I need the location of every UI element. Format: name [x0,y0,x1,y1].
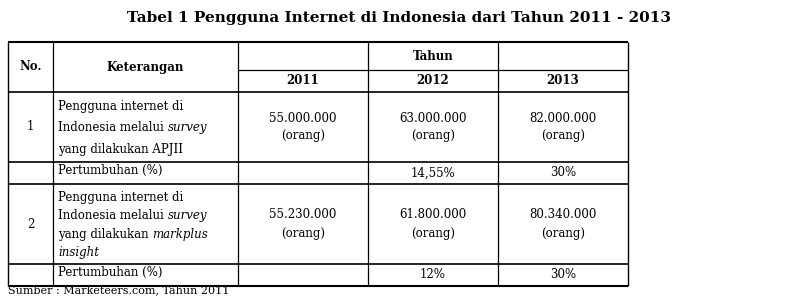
Text: Pertumbuhan (%): Pertumbuhan (%) [58,266,163,279]
Text: insight: insight [58,247,99,259]
Text: yang dilakukan: yang dilakukan [58,228,152,241]
Text: Sumber : Marketeers.com, Tahun 2011: Sumber : Marketeers.com, Tahun 2011 [8,285,229,295]
Text: 82.000.000
(orang): 82.000.000 (orang) [529,112,597,143]
Text: yang dilakukan APJII: yang dilakukan APJII [58,143,183,156]
Text: Indonesia melalui: Indonesia melalui [58,209,168,223]
Text: 63.000.000
(orang): 63.000.000 (orang) [399,112,467,143]
Text: 55.000.000
(orang): 55.000.000 (orang) [269,112,337,143]
Text: 2011: 2011 [286,74,319,88]
Text: 2013: 2013 [547,74,579,88]
Text: 61.800.000
(orang): 61.800.000 (orang) [399,209,467,240]
Text: 30%: 30% [550,167,576,179]
Text: Tabel 1 Pengguna Internet di Indonesia dari Tahun 2011 - 2013: Tabel 1 Pengguna Internet di Indonesia d… [127,11,671,25]
Text: No.: No. [19,60,41,74]
Text: 30%: 30% [550,268,576,282]
Text: Pertumbuhan (%): Pertumbuhan (%) [58,164,163,177]
Text: Keterangan: Keterangan [107,60,184,74]
Text: 55.230.000
(orang): 55.230.000 (orang) [269,209,337,240]
Text: Indonesia melalui: Indonesia melalui [58,121,168,134]
Text: Pengguna internet di: Pengguna internet di [58,191,184,204]
Text: survey: survey [168,209,207,223]
Text: 14,55%: 14,55% [411,167,456,179]
Text: 1: 1 [27,120,34,133]
Text: 2012: 2012 [417,74,449,88]
Text: markplus: markplus [152,228,208,241]
Text: 2: 2 [27,217,34,230]
Text: 80.340.000
(orang): 80.340.000 (orang) [529,209,597,240]
Text: Tahun: Tahun [413,50,453,63]
Text: survey: survey [168,121,207,134]
Text: Pengguna internet di: Pengguna internet di [58,100,184,113]
Text: 12%: 12% [420,268,446,282]
